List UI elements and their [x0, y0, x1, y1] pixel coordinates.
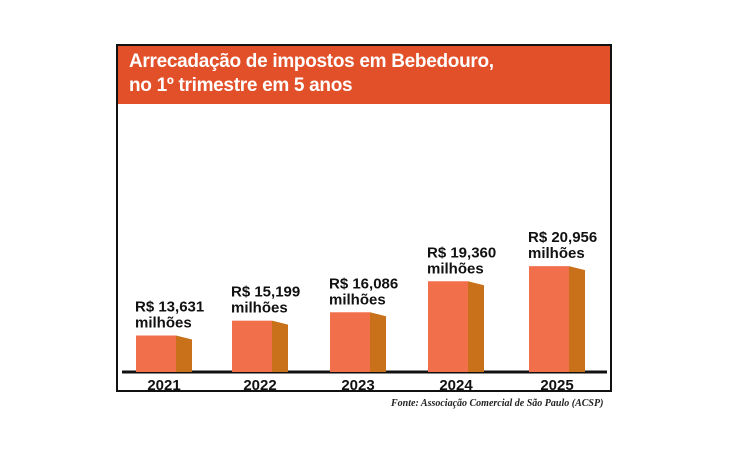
chart-subtitle: no 1º trimestre em 5 anos: [129, 75, 353, 96]
bar-side: [468, 281, 484, 372]
bar-side: [370, 312, 386, 372]
source-note: Fonte: Associação Comercial de São Paulo…: [391, 398, 604, 409]
data-label: milhões: [427, 260, 484, 277]
bar: [330, 312, 370, 372]
data-label: milhões: [528, 245, 585, 262]
bar: [428, 281, 468, 372]
data-label: R$ 13,631: [135, 299, 204, 316]
bar: [529, 266, 569, 372]
x-tick-label: 2023: [341, 377, 374, 394]
chart-title: Arrecadação de impostos em Bebedouro,: [129, 51, 494, 72]
bar: [232, 320, 272, 372]
x-tick-label: 2022: [243, 377, 276, 394]
x-tick-label: 2025: [540, 377, 573, 394]
bar-side: [176, 335, 192, 372]
bar-side: [272, 320, 288, 372]
data-label: R$ 19,360: [427, 244, 496, 261]
data-label: R$ 20,956: [528, 229, 597, 246]
bar-side: [569, 266, 585, 372]
data-label: R$ 15,199: [231, 284, 300, 301]
x-tick-label: 2024: [439, 377, 473, 394]
data-label: milhões: [231, 300, 288, 317]
data-label: milhões: [135, 315, 192, 332]
data-label: milhões: [329, 291, 386, 308]
chart-header: Arrecadação de impostos em Bebedouro, no…: [118, 46, 610, 104]
data-label: R$ 16,086: [329, 275, 398, 292]
x-tick-label: 2021: [147, 377, 180, 394]
bar: [136, 335, 176, 372]
